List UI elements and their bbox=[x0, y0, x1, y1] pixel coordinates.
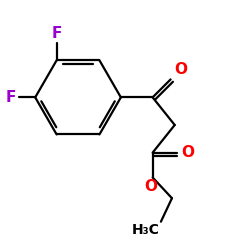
Text: O: O bbox=[174, 62, 187, 77]
Text: H₃C: H₃C bbox=[132, 223, 160, 237]
Text: O: O bbox=[145, 179, 158, 194]
Text: F: F bbox=[52, 26, 62, 41]
Text: F: F bbox=[6, 90, 16, 105]
Text: O: O bbox=[181, 145, 194, 160]
